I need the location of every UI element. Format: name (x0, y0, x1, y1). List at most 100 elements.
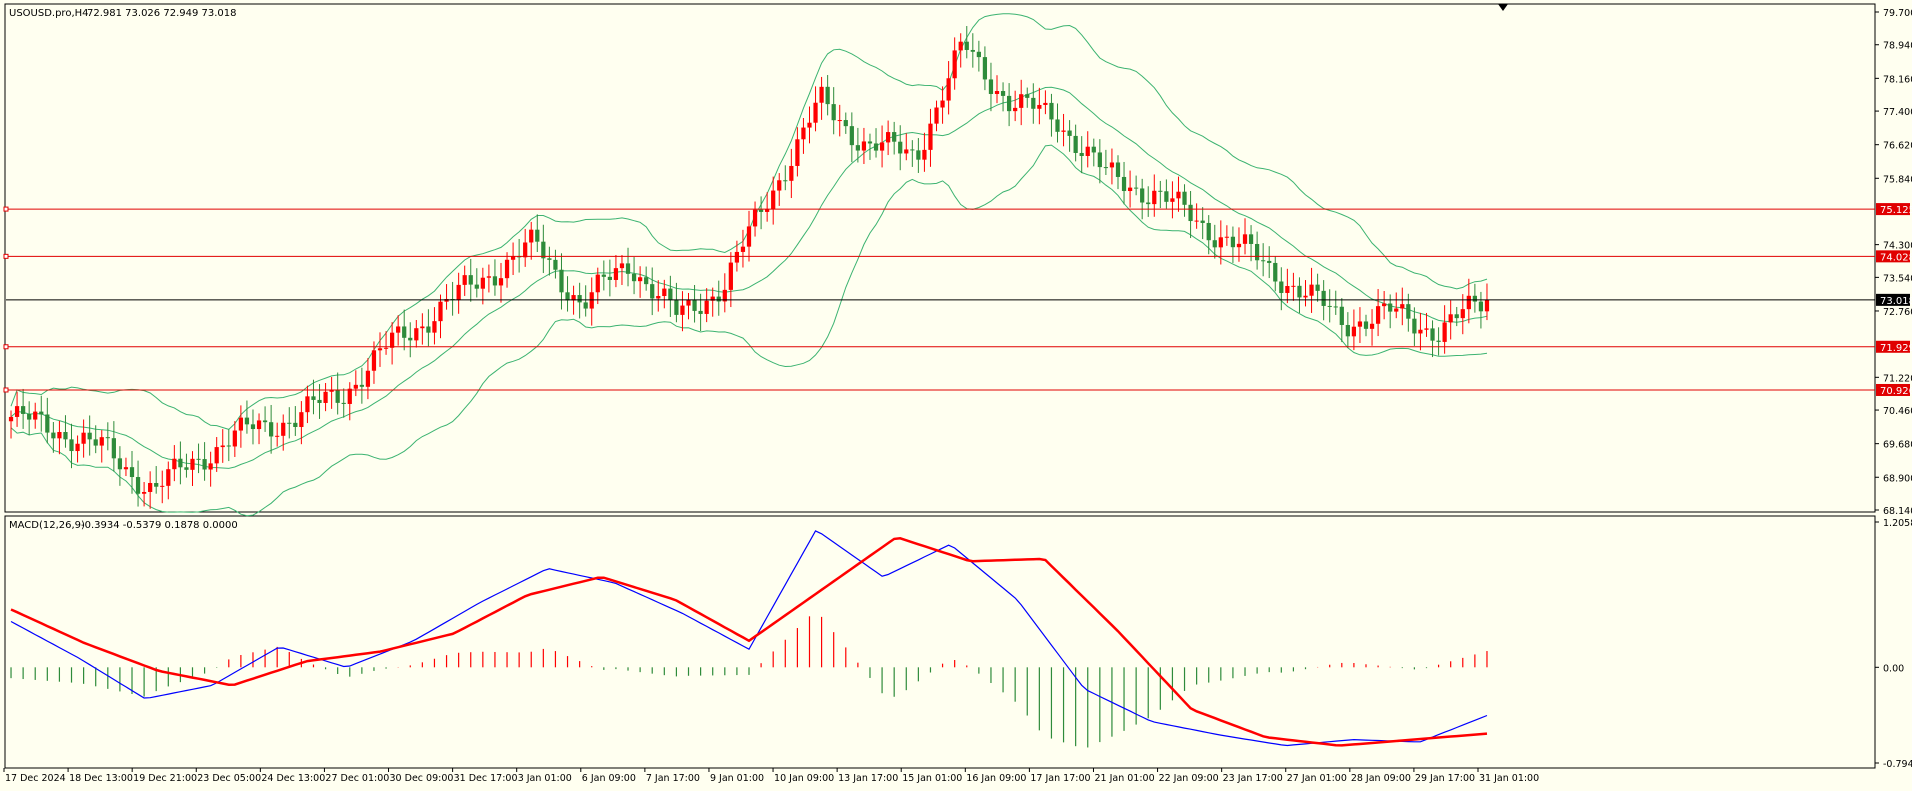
candle-body (1291, 285, 1296, 287)
candle-body (462, 275, 467, 285)
candle-body (148, 483, 153, 492)
candle-body (861, 141, 867, 151)
candle (1115, 155, 1121, 190)
candle-body (190, 458, 195, 470)
candle-body (734, 251, 740, 263)
candle-body (262, 420, 268, 423)
candle (426, 309, 431, 347)
candle (456, 272, 461, 314)
horizontal-levels[interactable]: 75.125 74.028 71.929 70.926 73.018 (3, 203, 1912, 397)
candle-body (1067, 130, 1072, 136)
candle-body (1448, 314, 1453, 323)
candle-body (644, 277, 649, 285)
candle-body (1236, 243, 1242, 248)
price-tick-label: 71.220 (1883, 373, 1912, 384)
candle (1146, 186, 1151, 217)
candle (1448, 300, 1453, 340)
candle (843, 112, 848, 134)
candle (105, 422, 110, 451)
candle-body (1466, 295, 1471, 310)
candle-body (559, 269, 564, 293)
time-tick-label: 23 Dec 05:00 (197, 773, 261, 784)
level-tag (1876, 340, 1910, 353)
candle (432, 307, 437, 345)
candle-body (432, 321, 437, 333)
candle-body (389, 332, 395, 348)
macd-line (10, 530, 1488, 747)
candle-body (1109, 162, 1115, 168)
candle (1013, 90, 1018, 122)
candle (450, 281, 455, 316)
candle-body (1357, 321, 1363, 327)
candle-body (1224, 236, 1229, 238)
candle (1230, 226, 1236, 263)
candle (190, 451, 195, 486)
candle (1194, 203, 1199, 229)
candle-body (1049, 102, 1054, 120)
candle-body (728, 262, 733, 290)
candle-body (1170, 198, 1175, 202)
candle (51, 422, 56, 453)
candle (704, 288, 709, 323)
candles (8, 26, 1490, 509)
candle (752, 201, 758, 237)
candle-body (801, 127, 806, 140)
candle-body (377, 348, 383, 351)
candle (910, 140, 915, 167)
candle (1061, 113, 1066, 147)
candle-body (1394, 308, 1399, 312)
candle-body (680, 305, 685, 315)
candle-body (438, 301, 443, 322)
candle (710, 287, 715, 317)
candle-body (27, 413, 32, 420)
time-tick-label: 17 Jan 17:00 (1030, 773, 1090, 784)
candle-body (111, 438, 116, 459)
candle (988, 62, 994, 112)
candle-body (710, 296, 715, 301)
candle (117, 446, 123, 486)
time-tick-label: 27 Dec 01:00 (325, 773, 389, 784)
candle (1164, 179, 1169, 209)
candle (141, 481, 147, 507)
candle (347, 382, 352, 421)
candle (305, 385, 310, 424)
candle (952, 37, 957, 90)
candle (238, 405, 244, 448)
candle (1315, 273, 1320, 302)
candle (898, 125, 903, 171)
candle-body (1424, 328, 1429, 330)
candle (396, 315, 401, 346)
candle (904, 133, 909, 161)
candle (1206, 215, 1211, 255)
level-handle (3, 387, 9, 393)
candle-body (269, 422, 274, 437)
candle (504, 252, 510, 288)
candle (553, 249, 558, 279)
candle (317, 384, 322, 419)
candle-body (1158, 190, 1163, 192)
level-tag-label: 71.929 (1880, 343, 1912, 354)
candle-body (1248, 234, 1254, 244)
time-tick-label: 15 Jan 01:00 (902, 773, 962, 784)
price-tick-label: 79.700 (1883, 8, 1912, 19)
candle (1091, 138, 1096, 167)
shift-marker-icon[interactable] (1498, 4, 1508, 11)
candle-body (910, 149, 915, 151)
candle (1351, 309, 1357, 351)
ohlc-header: 72.981 73.026 72.949 73.018 (87, 8, 237, 19)
candle-body (686, 299, 691, 306)
candle (329, 376, 334, 409)
candle (1025, 87, 1030, 108)
candle-body (396, 326, 401, 333)
candle (389, 322, 395, 365)
candle-body (638, 277, 643, 282)
candle-body (93, 439, 98, 446)
candle-body (250, 424, 256, 430)
price-tick-label: 75.840 (1883, 174, 1912, 185)
candle-body (668, 288, 673, 301)
time-tick-label: 22 Jan 09:00 (1159, 773, 1219, 784)
candle-body (81, 432, 86, 444)
candle (801, 117, 806, 154)
